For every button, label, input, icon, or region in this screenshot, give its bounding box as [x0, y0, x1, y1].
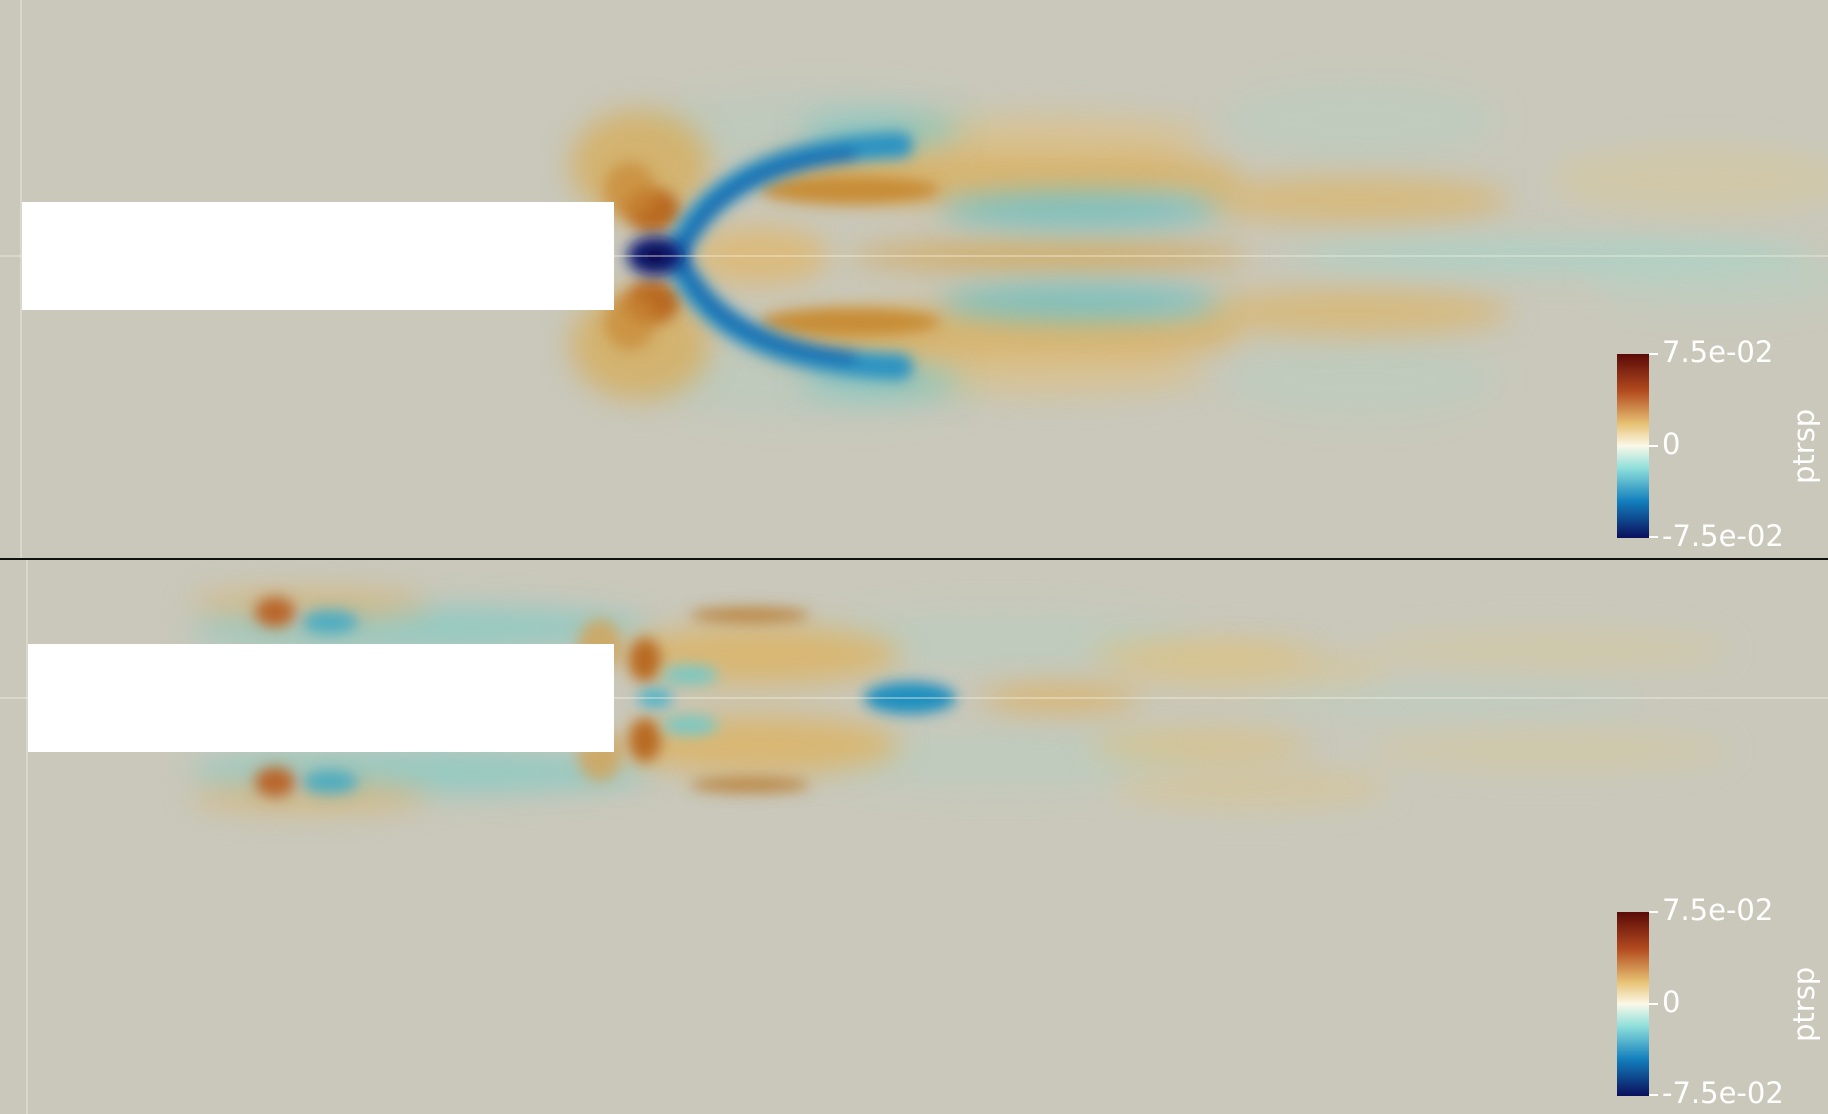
bottom-wake-negative: [637, 665, 956, 735]
bottom-colorbar-max-label: 7.5e-02: [1662, 893, 1774, 927]
bottom-colorbar-title: ptrsp: [1787, 966, 1821, 1042]
bottom-field-plot: [0, 560, 1828, 1114]
top-colorbar: [1617, 354, 1649, 538]
bottom-colorbar: [1617, 912, 1649, 1096]
top-colorbar-min-label: -7.5e-02: [1662, 519, 1784, 553]
bottom-nozzle-body: [28, 644, 614, 752]
top-field-plot: [0, 0, 1828, 558]
top-field-panel: 7.5e-02 0 -7.5e-02 ptrsp: [0, 0, 1828, 558]
bottom-field-panel: 7.5e-02 0 -7.5e-02 ptrsp: [0, 560, 1828, 1114]
panel-divider: [0, 558, 1828, 560]
bottom-colorbar-mid-label: 0: [1662, 985, 1681, 1019]
top-colorbar-mid-label: 0: [1662, 427, 1681, 461]
top-tip-positive: [604, 162, 940, 350]
top-colorbar-title: ptrsp: [1787, 408, 1821, 484]
top-nozzle-body: [22, 202, 614, 310]
bottom-leading-spots: [255, 597, 358, 797]
top-colorbar-max-label: 7.5e-02: [1662, 335, 1774, 369]
bottom-colorbar-min-label: -7.5e-02: [1662, 1076, 1784, 1110]
